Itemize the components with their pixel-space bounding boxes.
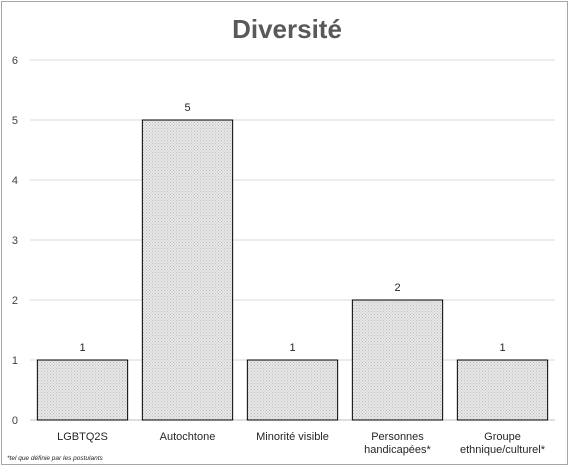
footnote: *tel que définie par les postulants (7, 455, 104, 462)
x-category-label: Minorité visible (256, 431, 329, 443)
y-tick-label: 5 (12, 115, 18, 127)
data-label: 1 (79, 342, 85, 354)
bar (141, 119, 234, 421)
bar (36, 359, 129, 421)
data-label: 5 (184, 102, 190, 114)
x-category-label: Groupe ethnique/culturel* (460, 431, 546, 456)
bar (456, 359, 549, 421)
data-label: 1 (499, 342, 505, 354)
data-label: 1 (289, 342, 295, 354)
x-category-label: LGBTQ2S (57, 431, 108, 443)
bar (246, 359, 339, 421)
x-category-label: Autochtone (160, 431, 216, 443)
y-tick-label: 2 (12, 295, 18, 307)
data-labels: 1 5 1 2 1 (79, 102, 505, 354)
y-tick-label: 6 (12, 55, 18, 67)
x-category-label: Personnes handicapées* (364, 431, 431, 456)
y-tick-label: 3 (12, 235, 18, 247)
y-tick-label: 1 (12, 355, 18, 367)
y-tick-label: 0 (12, 415, 18, 427)
x-axis-category-labels: LGBTQ2S Autochtone Minorité visible Personn… (57, 431, 546, 456)
bars (36, 119, 549, 421)
chart-title: Diversité (232, 14, 342, 44)
y-tick-label: 4 (12, 175, 18, 187)
bar (351, 299, 444, 421)
y-axis-tick-labels: 0 1 2 3 4 5 6 (12, 55, 18, 427)
data-label: 2 (394, 282, 400, 294)
